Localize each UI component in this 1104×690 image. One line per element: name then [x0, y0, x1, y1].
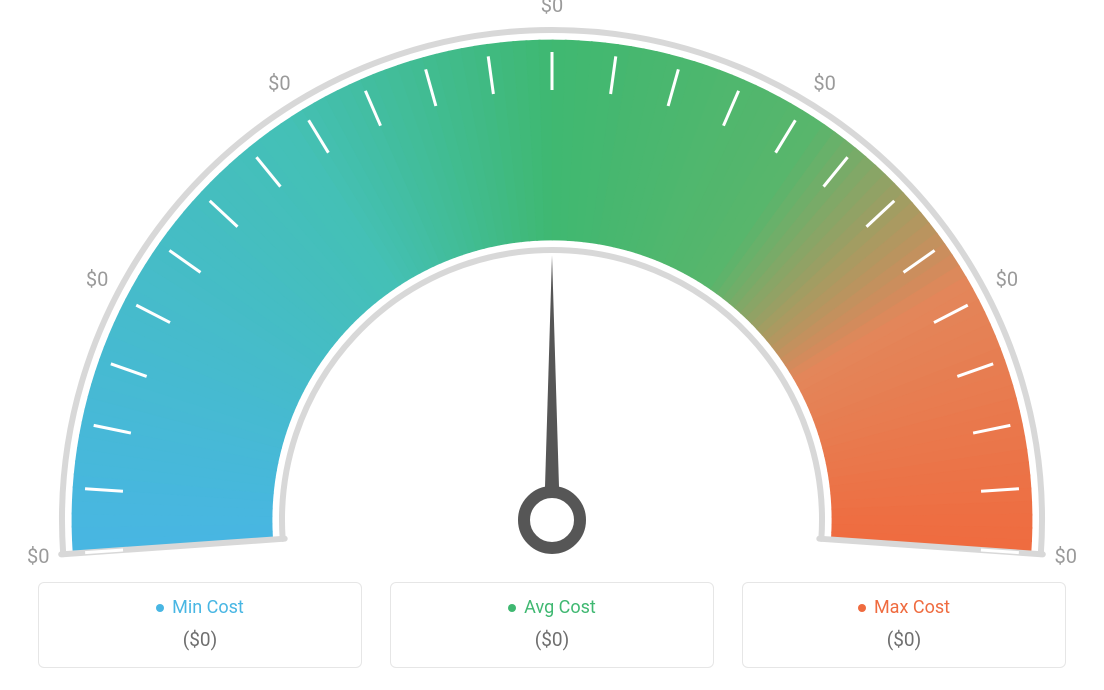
legend-max-title: Max Cost [858, 597, 950, 618]
gauge-tick-label: $0 [541, 0, 563, 17]
legend-card-max: Max Cost ($0) [742, 582, 1066, 669]
legend-card-min: Min Cost ($0) [38, 582, 362, 669]
legend-dot-avg [508, 604, 516, 612]
legend-max-label: Max Cost [874, 597, 950, 618]
legend-min-label: Min Cost [172, 597, 244, 618]
legend-avg-value: ($0) [409, 628, 695, 651]
gauge-svg [22, 0, 1082, 560]
gauge-tick-label: $0 [86, 267, 108, 291]
legend-row: Min Cost ($0) Avg Cost ($0) Max Cost ($0… [38, 582, 1066, 669]
legend-dot-min [156, 604, 164, 612]
legend-min-value: ($0) [57, 628, 343, 651]
gauge-tick-label: $0 [1054, 544, 1076, 568]
gauge-tick-label: $0 [27, 544, 49, 568]
gauge-tick-label: $0 [813, 71, 835, 95]
legend-avg-label: Avg Cost [524, 597, 596, 618]
legend-dot-max [858, 604, 866, 612]
gauge-tick-label: $0 [268, 71, 290, 95]
gauge-container: $0$0$0$0$0$0$0 [22, 0, 1082, 560]
legend-card-avg: Avg Cost ($0) [390, 582, 714, 669]
legend-avg-title: Avg Cost [508, 597, 596, 618]
legend-max-value: ($0) [761, 628, 1047, 651]
legend-min-title: Min Cost [156, 597, 244, 618]
gauge-tick-label: $0 [996, 267, 1018, 291]
